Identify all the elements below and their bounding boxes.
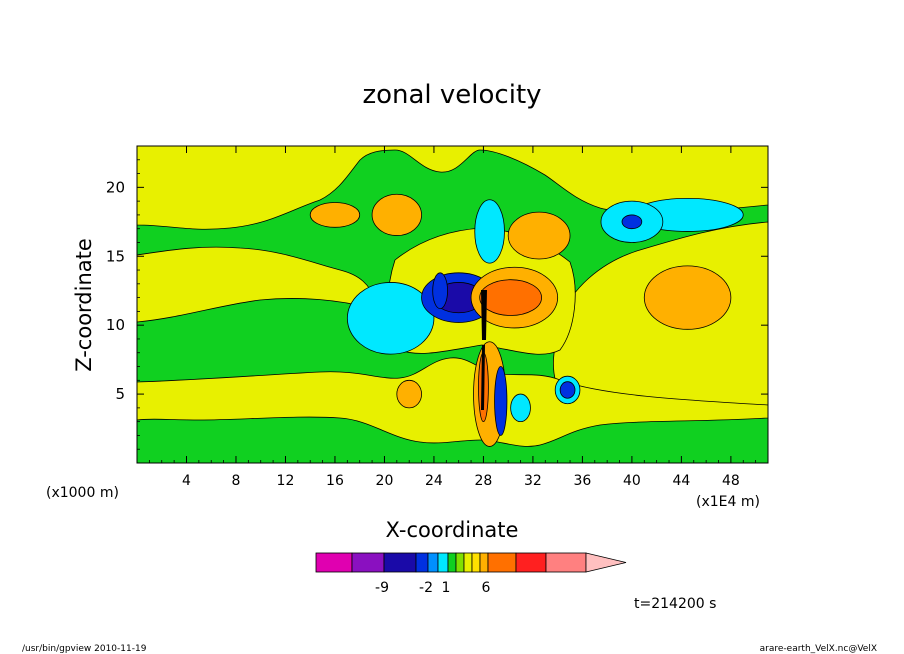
x-scale-label: (x1E4 m) [696,494,760,510]
y-tick-label: 15 [106,247,125,265]
colorbar-arrow [585,552,627,573]
contour-blobs [309,193,744,447]
y-tick-label: 5 [115,385,125,403]
y-tick-label: 10 [106,316,125,334]
y-tick-label: 20 [106,178,125,196]
colorbar-tick-label: 6 [482,580,491,596]
colorbar-swatch [315,552,353,573]
colorbar-swatch [515,552,547,573]
colorbar [315,552,627,573]
colorbar-swatch [471,552,481,573]
x-axis-title: X-coordinate [386,518,519,542]
x-tick-label: 12 [277,473,295,489]
colorbar-tick-label: 1 [442,580,451,596]
contour-region [621,214,643,230]
contour-region [396,379,422,409]
colorbar-swatch [427,552,439,573]
colorbar-swatch [545,552,587,573]
colorbar-swatch [463,552,473,573]
central-shear-lower [481,345,485,410]
field-band-lower [137,357,768,447]
x-axis-ticks: 4 8 12 16 20 24 28 32 36 40 44 48 [148,146,757,489]
colorbar-swatch [455,552,465,573]
contour-region [346,282,435,355]
colorbar-tick-labels: -9 -2 1 6 [375,580,491,596]
contour-region [559,381,576,399]
colorbar-swatch [351,552,385,573]
colorbar-swatch [383,552,417,573]
contour-region [432,272,448,310]
x-tick-label: 16 [326,473,344,489]
contour-region [507,211,571,260]
x-unit-label: (x1000 m) [46,485,119,501]
x-tick-label: 32 [524,473,542,489]
contour-region [479,279,542,316]
y-axis-ticks: 5 10 15 20 [106,159,768,450]
colorbar-swatch [447,552,457,573]
contour-region [371,193,422,236]
y-axis-title: Z-coordinate [72,238,96,372]
central-shear-line [481,290,487,340]
contour-region [510,393,531,423]
colorbar-swatch [479,552,489,573]
footer-source: arare-earth_VelX.nc@VelX [760,644,877,654]
colorbar-swatch [437,552,449,573]
colorbar-tick-label: -9 [375,580,389,596]
colorbar-swatch [415,552,429,573]
contour-region [309,202,361,228]
chart-title: zonal velocity [362,80,541,110]
colorbar-tick-label: -2 [419,580,433,596]
x-tick-label: 28 [475,473,493,489]
x-tick-label: 8 [232,473,241,489]
x-tick-label: 44 [672,473,690,489]
contour-region [643,265,732,330]
x-tick-label: 20 [376,473,394,489]
x-tick-label: 36 [573,473,591,489]
footer-program-date: /usr/bin/gpview 2010-11-19 [22,644,147,654]
contour-region [494,366,508,436]
colorbar-swatch [487,552,517,573]
x-tick-label: 4 [182,473,191,489]
x-tick-label: 24 [425,473,443,489]
plot-area [136,145,769,464]
x-tick-label: 40 [623,473,641,489]
contour-region [474,199,505,264]
plot-frame [136,145,769,464]
x-tick-label: 48 [722,473,740,489]
time-label: t=214200 s [634,596,716,612]
